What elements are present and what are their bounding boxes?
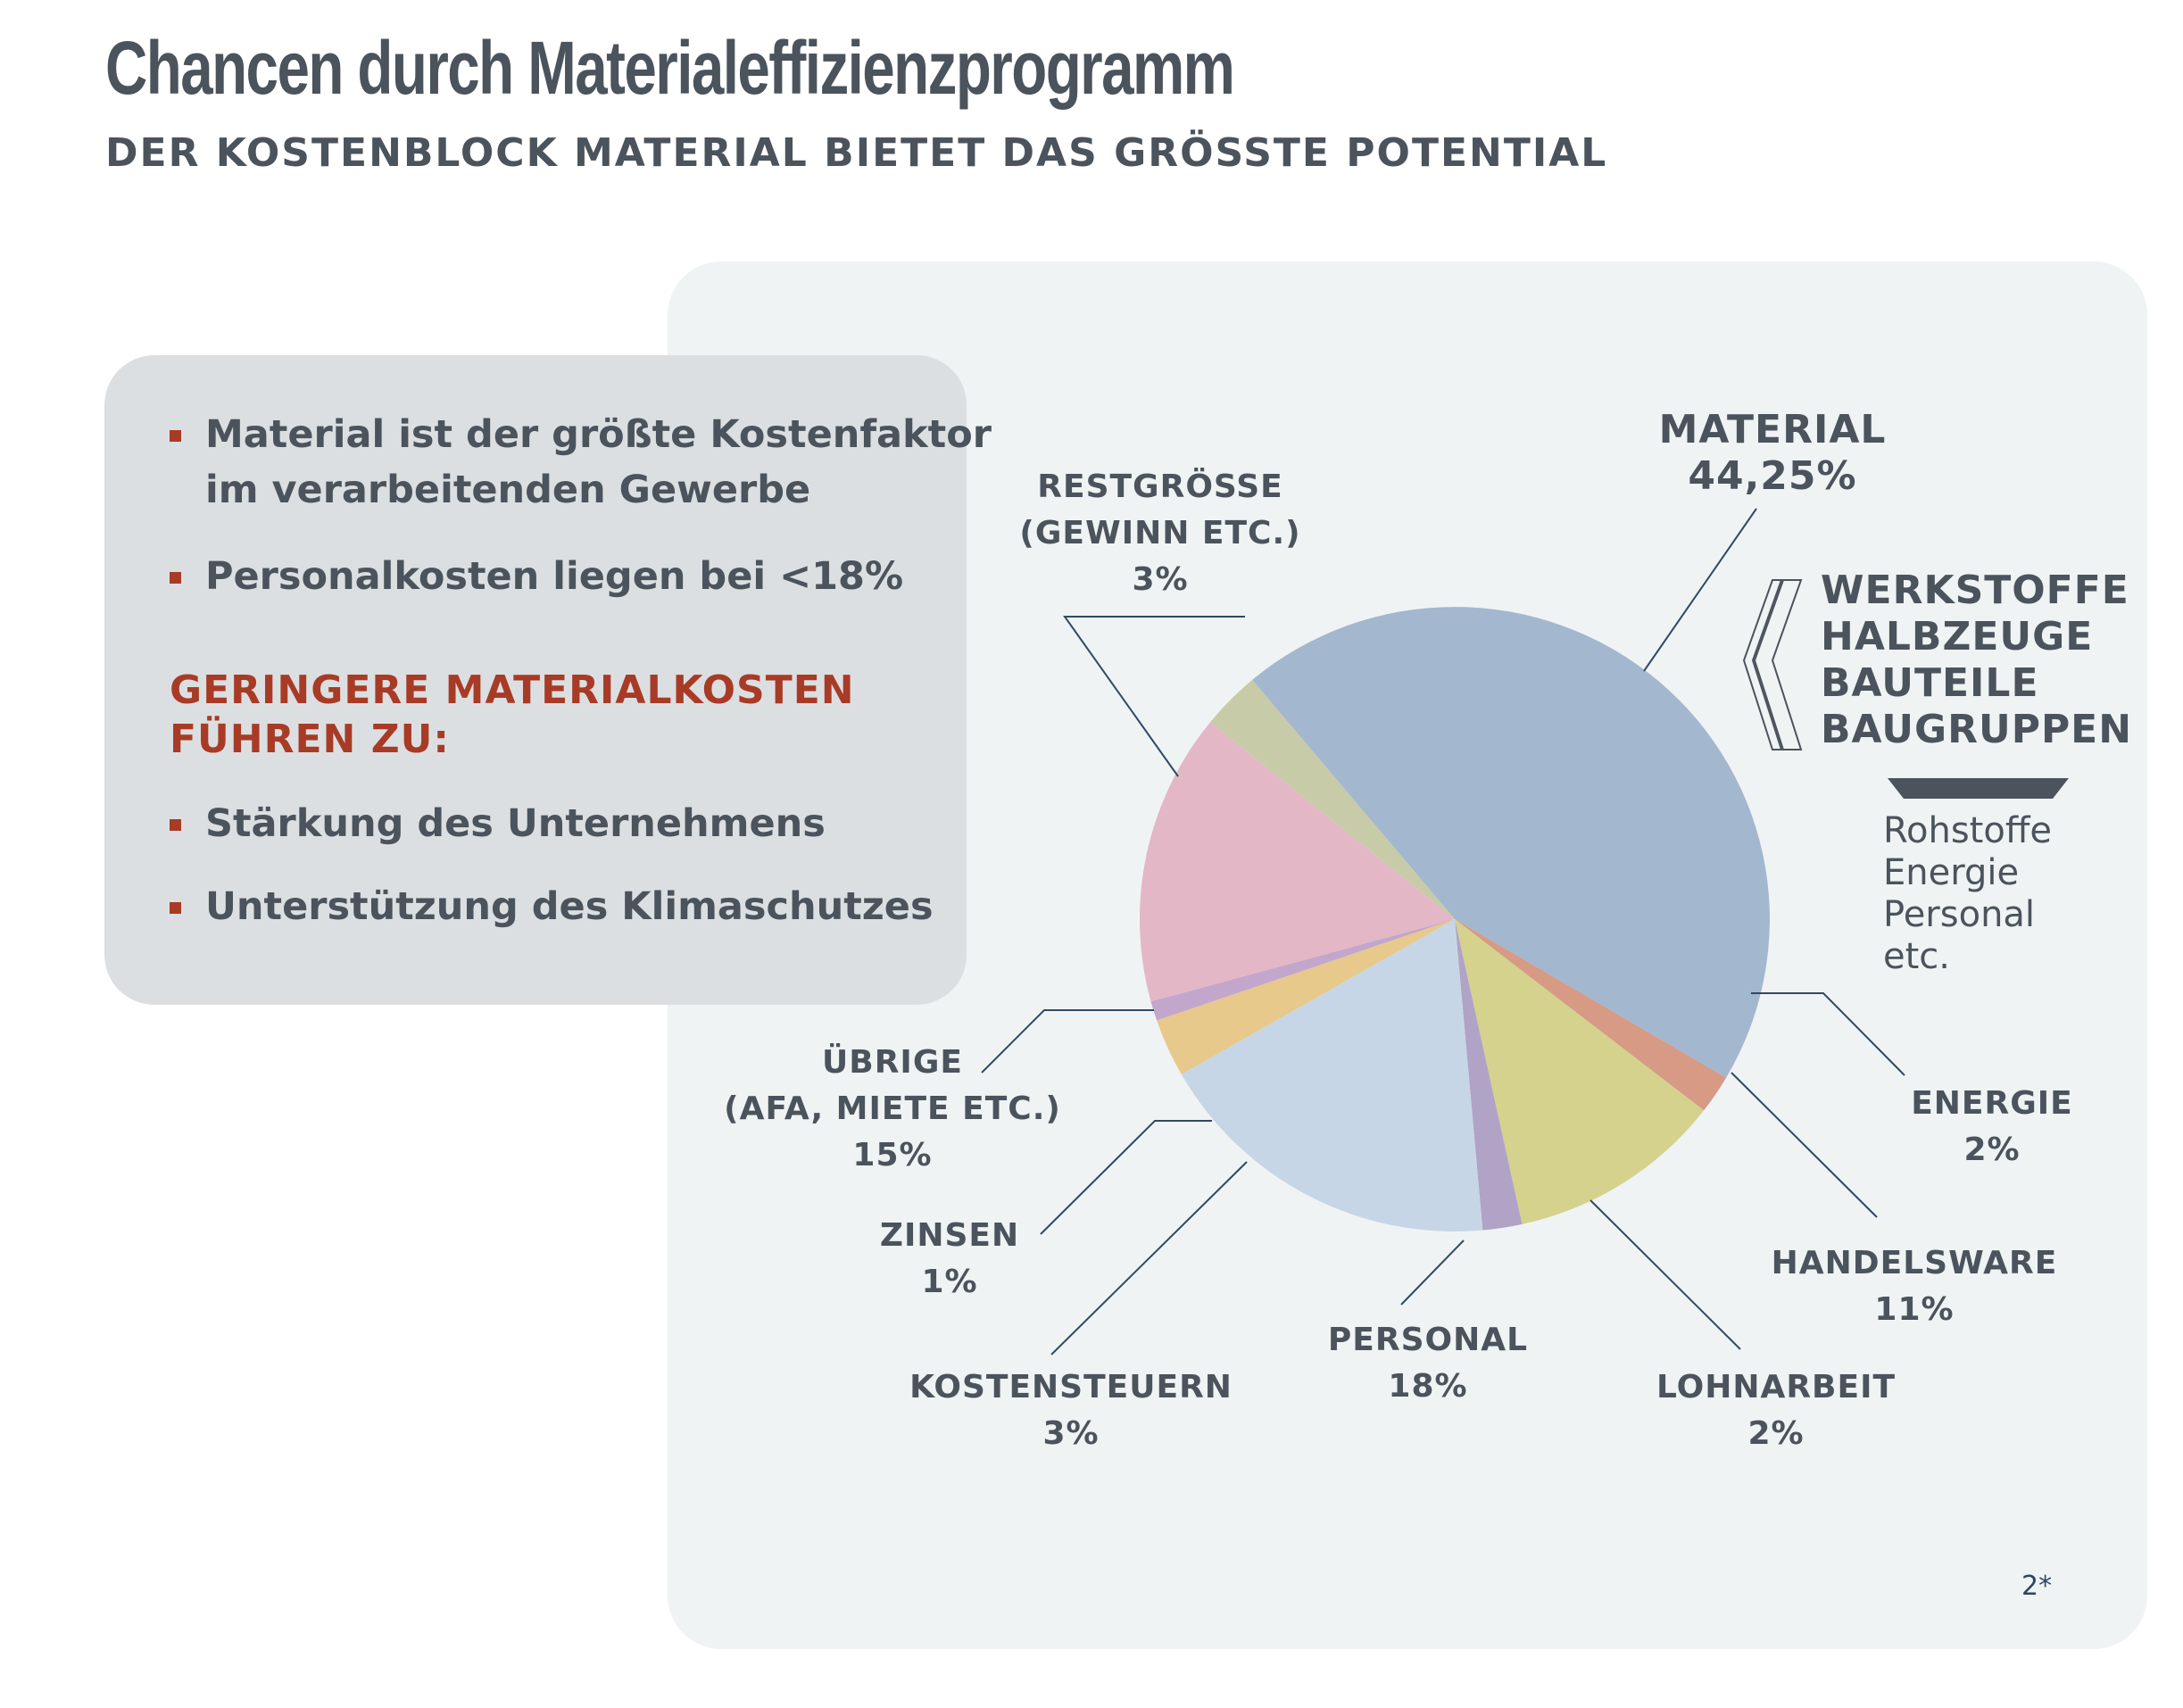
leader-line-uebrige (981, 1009, 1154, 1074)
info-box (104, 355, 967, 1005)
leader-line-kostensteuern (1050, 1161, 1248, 1356)
label-restgroesse-name: RESTGRÖSSE (1037, 468, 1283, 505)
other-item-personal: Personal (1883, 894, 2036, 935)
benefits-heading: GERINGERE MATERIALKOSTEN FÜHREN ZU: (170, 667, 855, 762)
pie-slice-uebrige (1140, 722, 1455, 1002)
leader-line-material (1643, 508, 1757, 672)
bullet-material-cost: Material ist der größte Kostenfaktor im … (170, 407, 992, 518)
leader-line-energie (1751, 992, 1905, 1076)
pie-slice-material (1252, 607, 1770, 1078)
label-material-name: MATERIAL (1658, 407, 1887, 452)
material-breakdown-list: WERKSTOFFE HALBZEUGE BAUTEILE BAUGRUPPEN (1821, 568, 2132, 753)
pie-slice-energie (1455, 919, 1727, 1111)
label-zinsen-name: ZINSEN (879, 1217, 1020, 1254)
leader-line-personal (1400, 1240, 1465, 1306)
label-lohnarbeit-value: 2% (1747, 1415, 1805, 1452)
breakdown-item-baugruppen: BAUGRUPPEN (1821, 707, 2133, 752)
label-uebrige-note: (AFA, MIETE ETC.) (724, 1090, 1061, 1127)
other-item-energie: Energie (1883, 852, 2020, 893)
label-uebrige: ÜBRIGE (AFA, MIETE ETC.) 15% (714, 1040, 1071, 1179)
label-lohnarbeit: LOHNARBEIT 2% (1615, 1364, 1937, 1457)
label-restgroesse-note: (GEWINN ETC.) (1019, 515, 1301, 551)
pie-slice-restgroesse (1210, 679, 1455, 919)
pie-slice-lohnarbeit (1455, 919, 1523, 1231)
leader-line-handelsware (1731, 1072, 1878, 1218)
label-zinsen: ZINSEN 1% (834, 1213, 1066, 1306)
page-subtitle: DER KOSTENBLOCK MATERIAL BIETET DAS GRÖS… (105, 130, 1608, 176)
breakdown-item-halbzeuge: HALBZEUGE (1821, 614, 2094, 659)
pie-slice-personal (1181, 919, 1483, 1231)
other-item-etc: etc. (1883, 936, 1950, 977)
label-handelsware-value: 11% (1874, 1291, 1955, 1328)
label-zinsen-value: 1% (921, 1264, 978, 1300)
label-material: MATERIAL 44,25% (1630, 407, 1915, 500)
label-personal: PERSONAL 18% (1267, 1317, 1589, 1410)
label-kostensteuern-name: KOSTENSTEUERN (909, 1369, 1233, 1405)
label-handelsware-name: HANDELSWARE (1771, 1245, 2058, 1281)
page-number: 2* (2021, 1571, 2053, 1602)
non-material-list: Rohstoffe Energie Personal etc. (1883, 810, 2052, 978)
label-lohnarbeit-name: LOHNARBEIT (1656, 1369, 1897, 1405)
label-kostensteuern: KOSTENSTEUERN 3% (901, 1364, 1241, 1457)
breakdown-item-werkstoffe: WERKSTOFFE (1821, 568, 2129, 613)
bullet-personnel-cost: Personalkosten liegen bei <18% (169, 549, 903, 604)
label-restgroesse: RESTGRÖSSE (GEWINN ETC.) 3% (982, 464, 1339, 603)
pie-slice-zinsen (1150, 919, 1455, 1021)
leader-line-zinsen (1040, 1120, 1212, 1235)
label-personal-value: 18% (1388, 1368, 1468, 1405)
bullet-climate-protection: Unterstützung des Klimaschutzes (170, 879, 934, 934)
label-material-value: 44,25% (1688, 453, 1857, 499)
leader-line-restgroesse (1063, 616, 1245, 777)
arrow-down-icon (1888, 778, 2069, 799)
page-title: Chancen durch Materialeffizienzprogramm (105, 26, 1235, 110)
breakdown-item-bauteile: BAUTEILE (1821, 660, 2039, 706)
pie-slice-handelsware (1455, 919, 1705, 1224)
bullet-company-strength: Stärkung des Unternehmens (170, 796, 826, 851)
label-personal-name: PERSONAL (1327, 1322, 1529, 1358)
label-energie-name: ENERGIE (1911, 1085, 2073, 1122)
label-restgroesse-value: 3% (1132, 561, 1189, 598)
leader-line-lohnarbeit (1590, 1199, 1741, 1350)
label-energie: ENERGIE 2% (1858, 1081, 2126, 1173)
material-breakdown-bracket (1742, 579, 1803, 750)
label-handelsware: HANDELSWARE 11% (1736, 1240, 2093, 1333)
other-item-rohstoffe: Rohstoffe (1883, 810, 2052, 851)
label-energie-value: 2% (1963, 1132, 2021, 1168)
label-uebrige-value: 15% (852, 1137, 933, 1173)
pie-slice-kostensteuern (1157, 919, 1455, 1074)
label-uebrige-name: ÜBRIGE (822, 1044, 963, 1081)
label-kostensteuern-value: 3% (1042, 1415, 1100, 1452)
